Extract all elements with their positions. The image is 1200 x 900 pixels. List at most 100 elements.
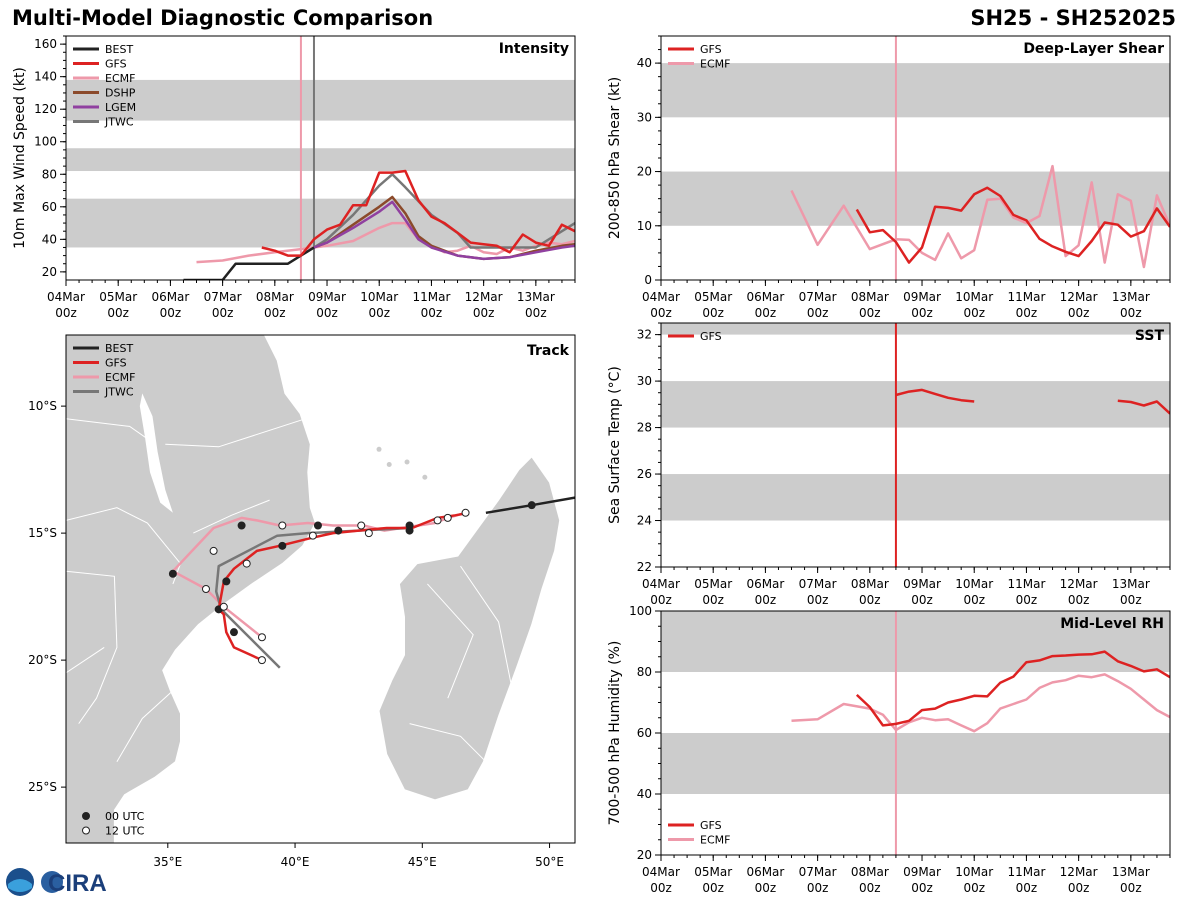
- x-tick-label-day: 04Mar: [642, 865, 680, 879]
- x-tick-label-day: 06Mar: [746, 577, 784, 591]
- y-tick-label: 40: [637, 787, 652, 801]
- x-tick-label: 40°E: [281, 855, 310, 869]
- y-tick-label: 20: [637, 165, 652, 179]
- x-tick-label-day: 11Mar: [412, 290, 450, 304]
- comoros-island: [404, 459, 410, 465]
- storm-id: SH25 - SH252025: [970, 6, 1176, 30]
- x-tick-label-day: 06Mar: [746, 290, 784, 304]
- series-gfs-line: [261, 169, 575, 257]
- border-line: [409, 723, 487, 763]
- marker-00utc: [334, 526, 343, 535]
- x-tick-label-hour: 00z: [368, 306, 390, 320]
- x-tick-label-day: 13Mar: [1112, 577, 1150, 591]
- legend-label: DSHP: [105, 87, 136, 100]
- x-tick-label-day: 04Mar: [47, 290, 85, 304]
- marker-00utc: [237, 521, 246, 530]
- legend-label: ECMF: [105, 371, 135, 384]
- x-tick-label: 45°E: [408, 855, 437, 869]
- x-tick-label-hour: 00z: [963, 306, 985, 320]
- x-tick-label-hour: 00z: [650, 881, 672, 895]
- x-tick-label-day: 07Mar: [204, 290, 242, 304]
- legend-label: ECMF: [700, 834, 730, 847]
- y-tick-label: 120: [34, 102, 57, 116]
- marker-00utc: [229, 628, 238, 637]
- series-gfs-line: [855, 186, 1170, 264]
- panel-title: Deep-Layer Shear: [1023, 41, 1164, 57]
- marker-12utc: [308, 531, 317, 540]
- x-tick-label-day: 10Mar: [955, 577, 993, 591]
- y-tick-label: 40: [637, 56, 652, 70]
- y-tick-label: 32: [637, 328, 652, 342]
- x-tick-label: 50°E: [535, 855, 564, 869]
- x-tick-label-day: 11Mar: [1007, 577, 1045, 591]
- x-tick-label-hour: 00z: [107, 306, 129, 320]
- x-tick-label-hour: 00z: [650, 306, 672, 320]
- x-tick-label-day: 08Mar: [851, 290, 889, 304]
- marker-00utc: [313, 521, 322, 530]
- x-tick-label-hour: 00z: [702, 306, 724, 320]
- x-tick-label-hour: 00z: [1068, 593, 1090, 607]
- x-tick-label-hour: 00z: [755, 593, 777, 607]
- marker-00utc: [405, 521, 414, 530]
- x-tick-label-hour: 00z: [755, 306, 777, 320]
- y-tick-label: 25°S: [28, 780, 57, 794]
- cira-logo: CIRA: [6, 868, 107, 897]
- x-tick-label-day: 12Mar: [1060, 290, 1098, 304]
- y-tick-label: 80: [637, 665, 652, 679]
- shear-panel: 0 10 20 30 40 04Mar 00z 05Mar 00z 06Mar 00z 07Mar 00…: [607, 35, 1171, 320]
- series-best-line: [183, 246, 315, 280]
- shaded-band: [661, 474, 1170, 521]
- marker-legend-label: 00 UTC: [105, 810, 145, 823]
- y-tick-label: 10: [637, 219, 652, 233]
- x-tick-label-day: 12Mar: [465, 290, 503, 304]
- x-tick-label-hour: 00z: [525, 306, 547, 320]
- border-line: [460, 565, 512, 686]
- y-tick-label: 100: [34, 135, 57, 149]
- intensity-panel: 20 40 60 80 100 120 140 160 04Mar 00z 05Mar 00z 06Ma…: [12, 35, 576, 320]
- x-tick-label: 35°E: [153, 855, 182, 869]
- plot-frame: [660, 322, 1171, 568]
- x-tick-label-day: 04Mar: [642, 577, 680, 591]
- x-tick-label-day: 05Mar: [694, 577, 732, 591]
- legend-label: GFS: [700, 330, 722, 343]
- x-tick-label-hour: 00z: [1016, 306, 1038, 320]
- x-tick-label-hour: 00z: [963, 593, 985, 607]
- marker-00utc: [222, 577, 231, 586]
- x-tick-label-hour: 00z: [1120, 306, 1142, 320]
- y-axis-label: 200-850 hPa Shear (kt): [607, 77, 623, 239]
- plot-frame: [65, 334, 576, 844]
- x-tick-label-day: 13Mar: [1112, 290, 1150, 304]
- x-tick-label-day: 12Mar: [1060, 577, 1098, 591]
- panel-title: Intensity: [499, 41, 569, 57]
- x-tick-label-day: 11Mar: [1007, 290, 1045, 304]
- y-tick-label: 60: [42, 200, 57, 214]
- series-dshp-line: [313, 195, 575, 261]
- comoros-island: [376, 446, 382, 452]
- africa-landmass: [66, 335, 316, 843]
- sst-panel: 22 24 26 28 30 32 04Mar 00z 05Mar 00z 06Mar 00z 07Ma…: [607, 322, 1171, 607]
- x-tick-label-hour: 00z: [1068, 881, 1090, 895]
- shaded-band: [66, 148, 575, 172]
- series-gfs-line: [895, 388, 975, 403]
- x-tick-label-hour: 00z: [859, 593, 881, 607]
- legend-label: ECMF: [700, 58, 730, 71]
- x-tick-label-hour: 00z: [264, 306, 286, 320]
- legend-label: JTWC: [104, 116, 134, 129]
- x-tick-label-hour: 00z: [702, 593, 724, 607]
- panel-title: SST: [1135, 328, 1165, 344]
- shaded-band: [661, 323, 1170, 335]
- x-tick-label-hour: 00z: [1120, 881, 1142, 895]
- legend-label: JTWC: [104, 386, 134, 399]
- x-tick-label-day: 13Mar: [1112, 865, 1150, 879]
- y-tick-label: 20°S: [28, 653, 57, 667]
- page-title: Multi-Model Diagnostic Comparison: [12, 6, 434, 30]
- comoros-island: [386, 462, 392, 468]
- legend-label: GFS: [700, 819, 722, 832]
- x-tick-label-hour: 00z: [1120, 593, 1142, 607]
- x-tick-label-hour: 00z: [316, 306, 338, 320]
- x-tick-label-hour: 00z: [859, 881, 881, 895]
- x-tick-label-day: 08Mar: [256, 290, 294, 304]
- y-tick-label: 30: [637, 374, 652, 388]
- x-tick-label-hour: 00z: [473, 306, 495, 320]
- y-tick-label: 15°S: [28, 526, 57, 540]
